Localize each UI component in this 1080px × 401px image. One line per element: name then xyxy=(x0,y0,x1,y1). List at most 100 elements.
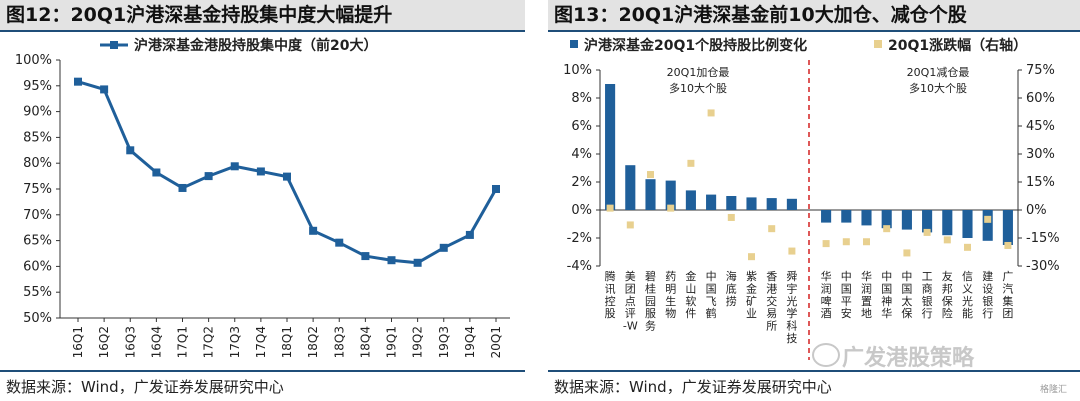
legend-bar-label: 沪港深基金20Q1个股持股比例变化 xyxy=(584,37,807,54)
change-point xyxy=(768,225,776,233)
stock-label: 信义光能 xyxy=(962,270,973,320)
change-point xyxy=(822,240,830,248)
left-y-tick-label: 4% xyxy=(571,147,592,162)
x-tick-label: 19Q1 xyxy=(385,326,399,358)
data-point xyxy=(361,252,370,261)
change-point xyxy=(667,204,675,212)
stock-label: 紫金矿业 xyxy=(746,270,757,320)
change-point xyxy=(647,171,654,179)
right-y-tick-label: 45% xyxy=(1026,119,1055,134)
annotation-text: 20Q1加仓最多10大个股 xyxy=(667,65,730,95)
y-tick-label: 75% xyxy=(23,182,52,197)
data-point xyxy=(335,238,344,247)
left-y-tick-label: 2% xyxy=(571,175,592,190)
y-tick-label: 65% xyxy=(23,234,52,249)
bar xyxy=(982,210,993,241)
stock-label: 中国飞鹤 xyxy=(706,270,717,320)
y-tick-label: 90% xyxy=(23,105,52,120)
x-tick-label: 16Q1 xyxy=(71,326,85,358)
change-point xyxy=(863,238,870,246)
change-point xyxy=(984,215,992,223)
bar xyxy=(726,196,737,210)
change-point xyxy=(883,225,891,233)
bar xyxy=(605,84,616,210)
legend-marker xyxy=(110,41,118,49)
x-tick-label: 17Q3 xyxy=(228,326,242,358)
wechat-icon xyxy=(812,343,840,367)
y-tick-label: 95% xyxy=(23,79,52,94)
stock-label: 海底捞 xyxy=(726,269,737,308)
x-tick-label: 17Q4 xyxy=(254,326,268,358)
bar xyxy=(881,210,892,229)
change-point xyxy=(626,221,634,229)
right-y-tick-label: 0% xyxy=(1026,203,1047,218)
right-y-tick-label: 75% xyxy=(1026,63,1055,78)
data-point xyxy=(309,226,318,235)
bar xyxy=(665,180,676,210)
stock-label: 舜宇光学科技 xyxy=(786,269,797,345)
x-tick-label: 18Q3 xyxy=(332,326,346,358)
change-point xyxy=(842,238,850,246)
x-tick-label: 19Q2 xyxy=(411,326,425,358)
y-tick-label: 70% xyxy=(23,208,52,223)
change-point xyxy=(943,236,951,244)
bar xyxy=(766,198,777,210)
change-point xyxy=(748,253,755,261)
data-point xyxy=(413,258,422,267)
right-title-rule xyxy=(548,30,1080,32)
y-tick-label: 60% xyxy=(23,259,52,274)
change-point xyxy=(1004,241,1012,249)
x-tick-label: 16Q2 xyxy=(97,326,111,358)
right-y-tick-label: -30% xyxy=(1026,259,1060,274)
x-tick-label: 16Q3 xyxy=(123,326,137,358)
bar xyxy=(706,194,717,210)
stock-label: 金山软件 xyxy=(685,269,696,320)
x-tick-label: 18Q1 xyxy=(280,326,294,358)
right-y-tick-label: 30% xyxy=(1026,147,1055,162)
y-tick-label: 85% xyxy=(23,130,52,145)
y-tick-label: 50% xyxy=(23,311,52,326)
y-tick-label: 80% xyxy=(23,156,52,171)
legend-label: 沪港深基金港股持股集中度（前20大） xyxy=(134,37,377,54)
x-tick-label: 20Q1 xyxy=(489,326,503,358)
stock-label: 工商银行 xyxy=(922,270,933,320)
change-point xyxy=(606,204,614,212)
right-chart-source: 数据来源：Wind，广发证券发展研究中心 xyxy=(554,378,832,396)
stock-label: 华润置地 xyxy=(861,269,872,320)
annotation-text: 20Q1减仓最多10大个股 xyxy=(907,65,970,95)
change-point xyxy=(687,159,695,167)
bar xyxy=(746,197,757,210)
x-tick-label: 17Q1 xyxy=(176,326,190,358)
legend-bar-swatch xyxy=(570,40,578,48)
right-y-tick-label: -15% xyxy=(1026,231,1060,246)
bar xyxy=(841,210,852,223)
legend-dot-swatch xyxy=(874,40,882,48)
stock-label: 药明生物 xyxy=(665,270,676,320)
bar xyxy=(1002,210,1013,245)
stock-label: 中国神华 xyxy=(881,270,892,320)
data-point xyxy=(256,167,265,176)
change-point xyxy=(707,109,715,117)
stock-label: 腾讯控股 xyxy=(605,269,616,320)
x-tick-label: 19Q3 xyxy=(437,326,451,358)
x-tick-label: 17Q2 xyxy=(202,326,216,358)
x-tick-label: 18Q2 xyxy=(306,326,320,358)
y-tick-label: 55% xyxy=(23,285,52,300)
left-y-tick-label: -4% xyxy=(567,259,592,274)
data-point xyxy=(387,256,396,265)
stock-label: 中国平安 xyxy=(841,270,852,320)
stock-label: 中国太保 xyxy=(901,270,912,320)
bar xyxy=(821,210,832,223)
data-point xyxy=(74,77,82,86)
stock-label: 香港交易所 xyxy=(766,270,777,333)
source-badge: 格隆汇 xyxy=(1040,385,1068,395)
right-bar-chart: -4% -2% 0% 2% 4% 6% 8% 10% -30% -15% 0% 15% 30% 45% 60… xyxy=(563,37,1060,360)
data-point xyxy=(204,172,213,181)
data-point xyxy=(492,185,500,193)
left-chart-title: 图12：20Q1沪港深基金持股集中度大幅提升 xyxy=(0,0,525,30)
left-chart-source: 数据来源：Wind，广发证券发展研究中心 xyxy=(6,378,284,396)
left-y-tick-label: 8% xyxy=(571,91,592,106)
bar xyxy=(645,179,656,210)
right-chart-title: 图13：20Q1沪港深基金前10大加仓、减仓个股 xyxy=(548,0,1080,30)
stock-label: 广汽集团 xyxy=(1002,270,1013,320)
